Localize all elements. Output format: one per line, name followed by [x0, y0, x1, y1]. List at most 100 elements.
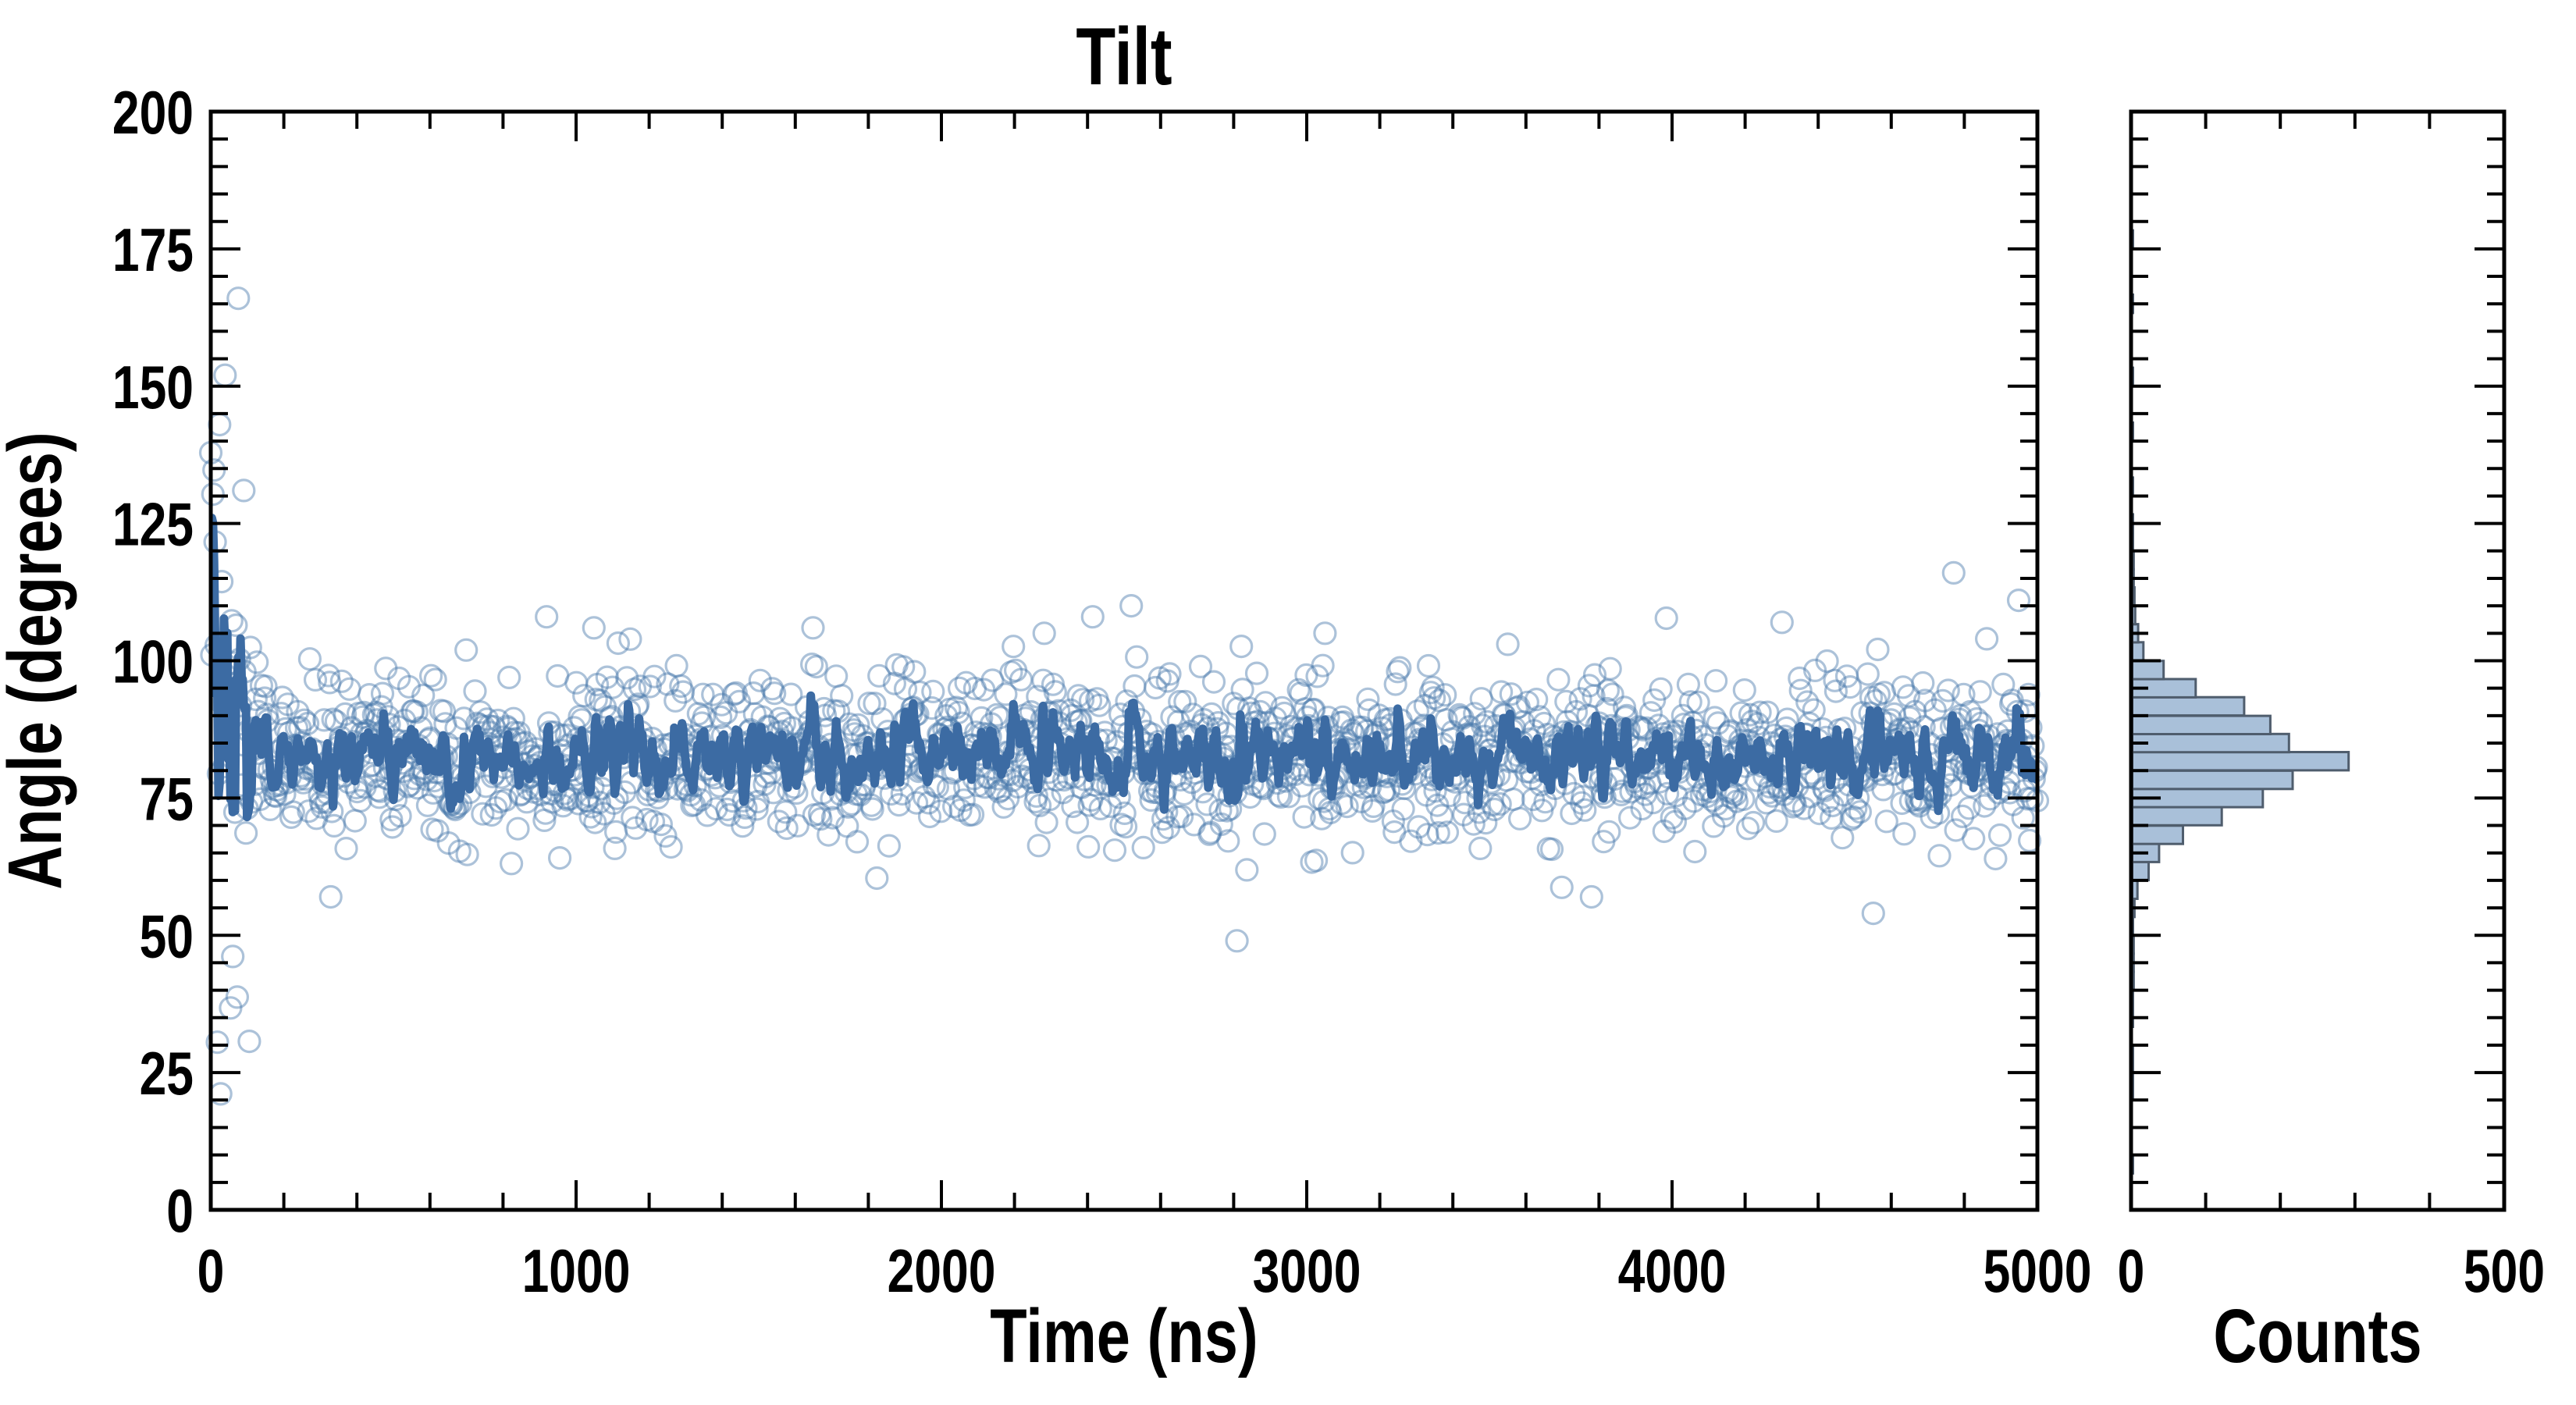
- data-point: [973, 775, 997, 799]
- data-point: [411, 683, 436, 708]
- data-point: [1005, 774, 1030, 799]
- data-point: [603, 836, 627, 861]
- data-point: [1554, 689, 1578, 714]
- data-point: [1704, 669, 1728, 693]
- counts-tick-label: 500: [2464, 1236, 2545, 1304]
- x-tick-label: 1000: [522, 1236, 631, 1304]
- data-point: [564, 670, 589, 695]
- y-tick-label-text: 200: [112, 78, 194, 146]
- data-point: [817, 823, 841, 847]
- data-point: [583, 810, 607, 834]
- data-point: [731, 814, 755, 838]
- data-point: [761, 781, 785, 805]
- data-point: [863, 692, 887, 716]
- data-point: [1489, 680, 1514, 704]
- data-point: [1144, 675, 1168, 700]
- data-point: [1711, 804, 1736, 828]
- data-point: [1482, 797, 1507, 822]
- data-point: [882, 671, 907, 695]
- counts-tick-label-text: 500: [2464, 1236, 2545, 1304]
- data-point: [226, 286, 251, 311]
- data-point: [1745, 712, 1770, 736]
- data-point: [624, 816, 648, 840]
- data-point: [1372, 780, 1396, 805]
- data-point: [279, 805, 304, 830]
- data-point: [499, 852, 524, 876]
- data-point: [1085, 687, 1109, 711]
- data-point: [1415, 823, 1439, 847]
- x-axis-label: Time (ns): [990, 1293, 1258, 1378]
- data-point: [671, 680, 696, 704]
- data-point: [724, 681, 748, 705]
- data-point: [893, 677, 918, 701]
- data-point: [584, 687, 608, 712]
- x-tick-label: 3000: [1253, 1236, 1361, 1304]
- data-point: [1391, 797, 1415, 821]
- data-point: [429, 699, 453, 723]
- data-point: [664, 653, 688, 678]
- data-point: [1681, 789, 1706, 813]
- data-point: [1123, 674, 1147, 699]
- data-point: [1507, 806, 1532, 831]
- data-point: [1715, 724, 1739, 748]
- data-point: [715, 797, 739, 822]
- data-point: [1198, 820, 1222, 845]
- data-point: [1254, 691, 1278, 715]
- data-point: [1600, 682, 1624, 706]
- data-point: [1066, 684, 1091, 708]
- data-point: [1440, 720, 1465, 744]
- data-point: [546, 663, 570, 688]
- data-point: [1973, 794, 1997, 818]
- data-point: [859, 793, 884, 817]
- data-point: [1405, 699, 1430, 724]
- data-point: [1070, 688, 1095, 712]
- data-point: [276, 692, 300, 717]
- data-point: [891, 655, 916, 679]
- data-point: [387, 666, 411, 691]
- data-point: [1568, 687, 1592, 711]
- data-point: [1051, 781, 1075, 805]
- data-point: [1181, 702, 1205, 727]
- data-point: [1197, 822, 1222, 846]
- data-point: [2006, 588, 2031, 613]
- data-point: [1350, 715, 1375, 740]
- data-point: [1235, 858, 1259, 882]
- data-point: [1346, 715, 1370, 739]
- data-point: [1300, 698, 1325, 722]
- counts-tick-label-text: 0: [2118, 1236, 2145, 1304]
- data-point: [1302, 697, 1326, 722]
- data-point: [1729, 701, 1753, 725]
- data-point: [1499, 682, 1523, 706]
- data-point: [742, 681, 766, 706]
- x-tick-label: 5000: [1984, 1236, 2092, 1304]
- data-point: [621, 806, 645, 830]
- data-point: [1113, 815, 1138, 839]
- data-point: [972, 678, 996, 702]
- data-point: [1102, 838, 1127, 863]
- data-point: [1670, 703, 1695, 728]
- data-point: [506, 816, 530, 841]
- data-point: [1678, 690, 1703, 714]
- data-point: [1377, 777, 1401, 802]
- data-point: [1080, 788, 1104, 812]
- data-point: [664, 688, 688, 713]
- data-point: [486, 708, 511, 733]
- data-point: [1427, 688, 1452, 713]
- data-point: [1244, 661, 1269, 685]
- data-point: [253, 686, 277, 710]
- data-point: [1609, 782, 1633, 807]
- data-point: [774, 800, 798, 824]
- data-point: [904, 791, 929, 815]
- data-point: [1041, 672, 1066, 696]
- data-point: [1638, 701, 1663, 725]
- data-point: [533, 801, 557, 825]
- data-point: [1649, 677, 1673, 701]
- data-point: [374, 656, 398, 681]
- data-point: [595, 665, 619, 689]
- data-point: [1077, 793, 1101, 817]
- data-point: [820, 806, 845, 830]
- data-point: [219, 996, 243, 1020]
- data-point: [1270, 695, 1294, 720]
- data-point: [421, 781, 446, 805]
- data-point: [1310, 806, 1334, 831]
